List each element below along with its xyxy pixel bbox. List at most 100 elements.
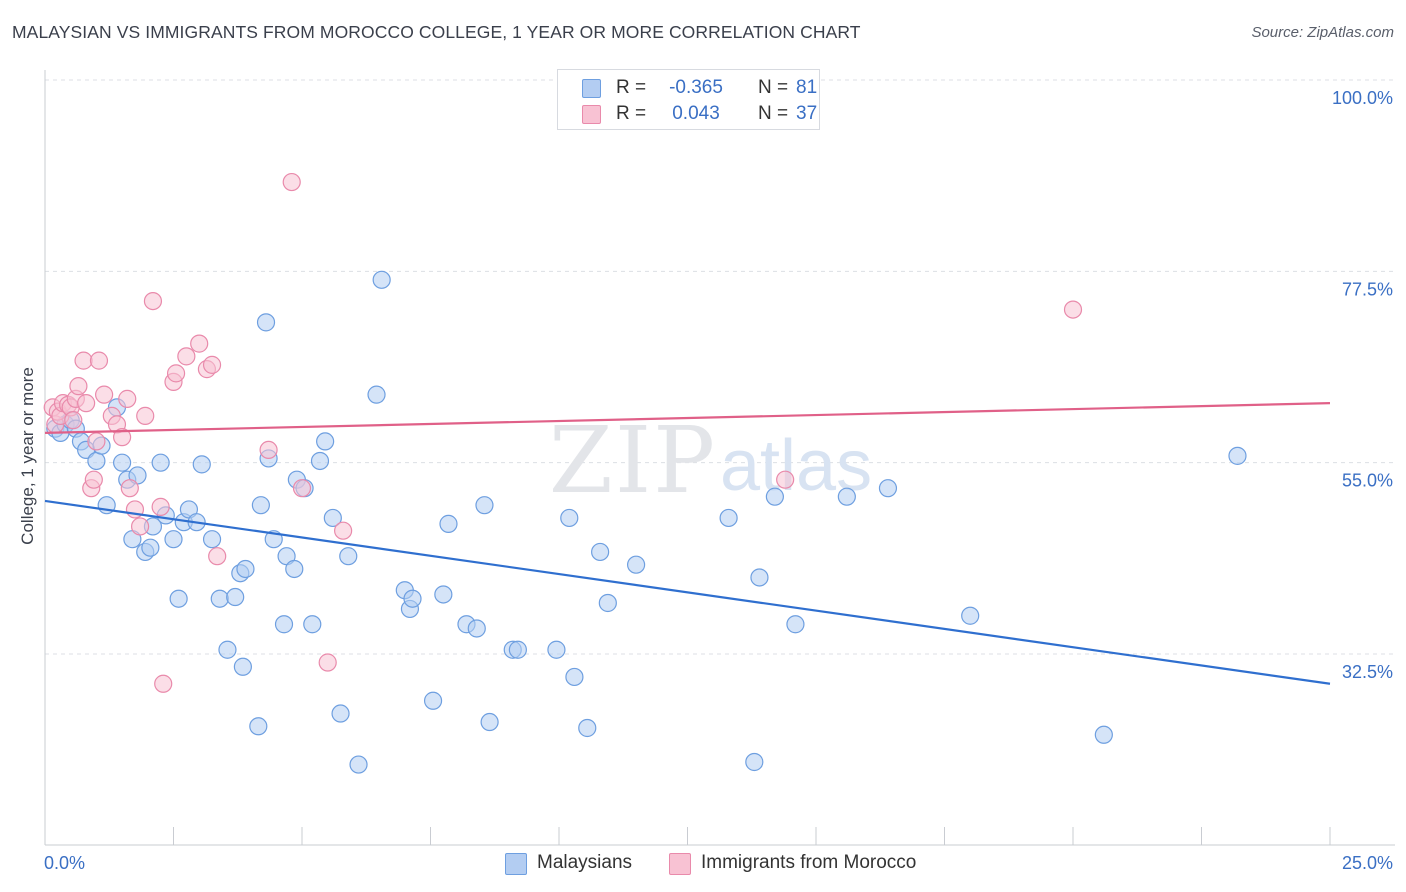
legend-label: Immigrants from Morocco: [701, 852, 917, 873]
data-point: [202, 355, 222, 374]
legend-n-label: N =: [758, 77, 789, 98]
series-morocco: [43, 172, 1083, 693]
data-point: [169, 589, 188, 608]
data-point: [837, 487, 856, 506]
trend-line-malaysians: [44, 499, 1331, 685]
data-point: [143, 291, 163, 311]
data-point: [591, 542, 610, 562]
data-point: [560, 508, 579, 528]
watermark: ZIP atlas: [549, 407, 872, 514]
data-point: [367, 385, 386, 404]
data-point: [1094, 725, 1113, 744]
data-point: [310, 451, 330, 471]
data-point: [323, 508, 342, 528]
data-point: [719, 508, 738, 528]
data-point: [318, 653, 337, 672]
data-point: [578, 718, 597, 738]
data-point: [745, 752, 764, 772]
data-point: [508, 640, 527, 659]
data-point: [89, 351, 109, 370]
data-point: [786, 615, 805, 634]
data-point: [177, 347, 196, 366]
data-point: [192, 455, 211, 474]
legend-label: Malaysians: [537, 852, 633, 873]
data-point: [423, 691, 443, 710]
data-point: [776, 470, 795, 489]
data-point: [285, 559, 304, 579]
data-point: [118, 389, 137, 408]
data-point: [120, 479, 139, 498]
data-point: [84, 470, 103, 489]
legend-r-value: -0.365: [669, 77, 723, 98]
data-point: [878, 479, 898, 498]
data-point: [547, 640, 566, 659]
legend-n-value: 81: [796, 77, 818, 98]
data-point: [349, 755, 368, 774]
data-point: [164, 530, 183, 549]
data-point: [74, 351, 93, 370]
data-point: [130, 517, 150, 536]
data-point: [339, 547, 358, 566]
data-point: [467, 619, 486, 638]
data-point: [303, 615, 322, 634]
data-point: [626, 555, 646, 574]
y-tick-label: 77.5%: [1342, 279, 1393, 299]
y-tick-label: 32.5%: [1342, 662, 1393, 682]
chart-title: MALAYSIAN VS IMMIGRANTS FROM MOROCCO COL…: [12, 22, 861, 42]
legend-swatch-blue: [505, 853, 527, 875]
data-point: [190, 334, 209, 353]
data-point: [256, 313, 276, 332]
data-point: [77, 394, 96, 413]
data-point: [372, 270, 391, 289]
trend-line-morocco: [44, 402, 1331, 435]
data-point: [434, 585, 453, 604]
legend-swatch-pink: [669, 853, 691, 875]
data-point: [598, 593, 617, 613]
data-point: [249, 717, 268, 736]
data-point: [1228, 446, 1247, 465]
data-point: [208, 547, 227, 566]
data-point: [226, 587, 245, 607]
data-point: [259, 440, 278, 460]
data-point: [87, 432, 106, 451]
data-point: [251, 496, 270, 515]
data-point: [69, 377, 88, 396]
data-point: [64, 411, 83, 430]
data-point: [87, 451, 106, 471]
data-point: [1063, 300, 1083, 319]
data-point: [95, 385, 114, 404]
legend-r-label: R =: [616, 103, 647, 124]
series-malaysians: [46, 270, 1247, 774]
legend-r-value: 0.043: [672, 103, 720, 124]
data-point: [233, 657, 252, 676]
data-point: [274, 615, 294, 634]
data-point: [961, 606, 980, 625]
data-point: [282, 172, 301, 192]
data-point: [166, 364, 186, 383]
data-point: [331, 704, 350, 723]
data-point: [403, 589, 422, 608]
data-point: [565, 667, 584, 687]
y-tick-label: 100.0%: [1332, 88, 1393, 108]
data-point: [750, 568, 769, 587]
data-point: [141, 538, 160, 557]
data-point: [112, 428, 132, 447]
legend-swatch-pink: [582, 105, 601, 124]
legend-r-label: R =: [616, 77, 647, 98]
data-point: [202, 530, 222, 549]
data-point: [765, 487, 784, 506]
data-point: [475, 496, 494, 515]
data-point: [316, 432, 335, 451]
data-point: [154, 674, 173, 693]
x-tick-label: 25.0%: [1342, 853, 1393, 873]
watermark-zip: ZIP: [549, 407, 717, 514]
correlation-legend: R = -0.365 N = 81 R = 0.043 N = 37: [557, 69, 820, 130]
data-point: [136, 406, 155, 425]
data-point: [112, 453, 132, 472]
data-point: [439, 514, 458, 533]
legend-n-value: 37: [796, 103, 818, 124]
source-credit: Source: ZipAtlas.com: [1251, 24, 1394, 41]
y-tick-label: 55.0%: [1342, 471, 1393, 491]
data-point: [236, 559, 255, 579]
